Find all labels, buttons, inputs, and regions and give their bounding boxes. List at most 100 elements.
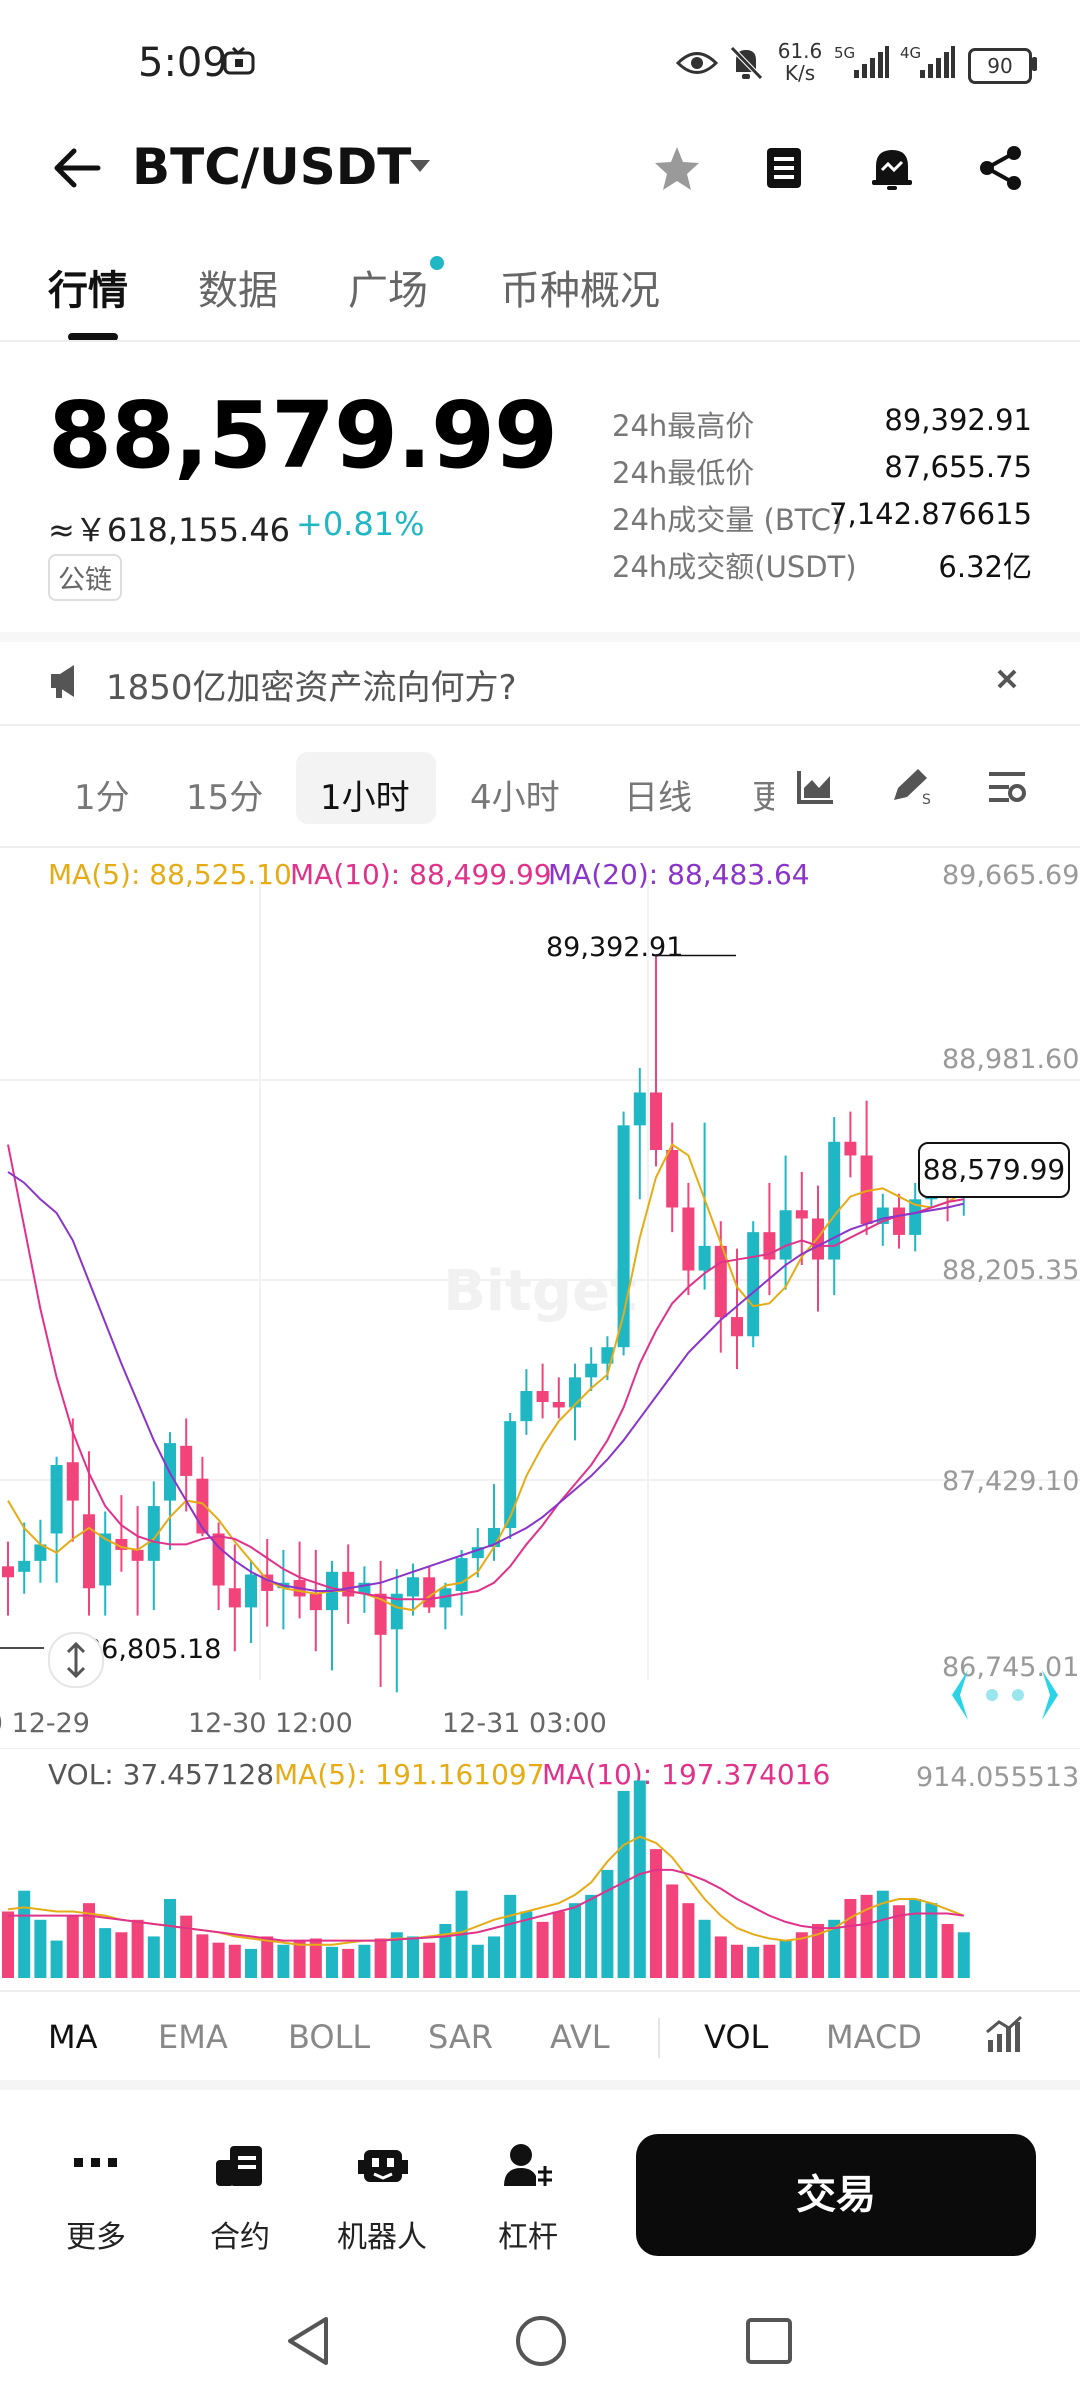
favorite-star-icon[interactable] bbox=[652, 144, 702, 192]
indicator-settings-icon[interactable] bbox=[984, 2014, 1024, 2054]
system-back-icon[interactable] bbox=[284, 2314, 332, 2368]
stat-volume-label: 24h成交量 (BTC) bbox=[612, 503, 843, 537]
draw-tool-icon[interactable]: S bbox=[890, 766, 934, 806]
candle-body bbox=[83, 1514, 95, 1589]
volume-bar bbox=[876, 1890, 889, 1978]
price-change: +0.81% bbox=[296, 505, 425, 543]
y-tick-1: 89,665.69 bbox=[942, 860, 1080, 891]
x-tick-1: 12-29 21:00 bbox=[0, 1708, 90, 1739]
category-tag[interactable]: 公链 bbox=[48, 554, 122, 601]
volume-bar bbox=[666, 1884, 679, 1978]
share-icon[interactable] bbox=[978, 144, 1024, 192]
volume-bar bbox=[180, 1915, 193, 1978]
trade-button[interactable]: 交易 bbox=[636, 2134, 1036, 2256]
close-icon[interactable] bbox=[996, 668, 1018, 690]
volume-bar bbox=[471, 1944, 484, 1978]
chevron-down-icon[interactable] bbox=[408, 158, 432, 174]
volume-divider bbox=[0, 1748, 1080, 1749]
indicator-avl[interactable]: AVL bbox=[550, 2018, 610, 2056]
signal-icon-1 bbox=[854, 46, 889, 78]
chart-type-icon[interactable] bbox=[796, 768, 836, 806]
more-dots-icon[interactable] bbox=[72, 2152, 120, 2172]
interval-more[interactable]: 更 bbox=[752, 778, 774, 818]
contract-label[interactable]: 合约 bbox=[210, 2220, 270, 2255]
candle-body bbox=[390, 1593, 403, 1630]
pair-selector[interactable]: BTC/USDT bbox=[132, 138, 412, 196]
order-book-icon[interactable] bbox=[762, 144, 806, 192]
robot-icon[interactable] bbox=[356, 2144, 410, 2188]
volume-bar bbox=[601, 1869, 614, 1978]
candle-body bbox=[212, 1533, 225, 1586]
interval-4h[interactable]: 4小时 bbox=[470, 778, 560, 818]
volume-bar bbox=[423, 1942, 436, 1978]
low-price-label: 86,805.18 bbox=[84, 1634, 222, 1665]
interval-1d[interactable]: 日线 bbox=[624, 778, 692, 818]
more-label[interactable]: 更多 bbox=[66, 2220, 126, 2255]
candle-body bbox=[617, 1125, 630, 1348]
volume-bar bbox=[131, 1919, 144, 1978]
volume-bar bbox=[228, 1944, 241, 1978]
candle-body bbox=[309, 1593, 322, 1611]
leverage-label[interactable]: 杠杆 bbox=[498, 2220, 558, 2255]
volume-bar bbox=[617, 1790, 630, 1978]
ma-line bbox=[7, 1171, 965, 1592]
indicator-macd[interactable]: MACD bbox=[826, 2018, 922, 2056]
leverage-icon[interactable] bbox=[502, 2142, 554, 2190]
tab-square[interactable]: 广场 bbox=[348, 268, 428, 314]
tab-coin-overview[interactable]: 币种概况 bbox=[500, 268, 660, 314]
candlestick-chart[interactable]: Bitget bbox=[0, 840, 1080, 1710]
back-arrow-icon[interactable] bbox=[52, 146, 102, 190]
indicator-sar[interactable]: SAR bbox=[428, 2018, 494, 2056]
system-recents-icon[interactable] bbox=[744, 2316, 794, 2366]
candle-body bbox=[520, 1391, 533, 1422]
volume-bar bbox=[99, 1928, 112, 1978]
volume-bar bbox=[763, 1944, 776, 1978]
scale-toggle-icon[interactable] bbox=[48, 1632, 104, 1688]
price-alert-icon[interactable] bbox=[868, 144, 916, 192]
robot-label[interactable]: 机器人 bbox=[337, 2220, 427, 2255]
volume-bar bbox=[439, 1923, 452, 1978]
volume-bar bbox=[164, 1899, 176, 1978]
y-tick-4: 87,429.10 bbox=[942, 1466, 1080, 1497]
volume-bar bbox=[909, 1899, 922, 1978]
interval-15m[interactable]: 15分 bbox=[186, 778, 264, 818]
volume-bar bbox=[504, 1894, 517, 1978]
news-divider-bottom bbox=[0, 724, 1080, 726]
signal-icon-2 bbox=[920, 46, 955, 78]
volume-bar bbox=[747, 1946, 760, 1978]
fullscreen-gems-icon[interactable] bbox=[946, 1662, 1064, 1728]
news-banner[interactable]: 1850亿加密资产流向何方? bbox=[106, 668, 517, 708]
contract-icon[interactable] bbox=[214, 2144, 264, 2188]
volume-bar bbox=[309, 1938, 322, 1978]
status-time: 5:09 bbox=[138, 40, 228, 86]
volume-chart[interactable] bbox=[0, 1780, 1080, 1980]
volume-ma-line bbox=[8, 1868, 964, 1942]
candle-body bbox=[423, 1577, 436, 1608]
volume-bar bbox=[828, 1919, 841, 1978]
vol-ma10-legend: MA(10): 197.374016 bbox=[542, 1758, 831, 1791]
indicator-ema[interactable]: EMA bbox=[158, 2018, 228, 2056]
candle-body bbox=[682, 1207, 695, 1271]
volume-bar bbox=[488, 1936, 500, 1978]
indicator-ma[interactable]: MA bbox=[48, 2018, 98, 2056]
volume-bar bbox=[698, 1919, 711, 1978]
interval-1m[interactable]: 1分 bbox=[74, 778, 130, 818]
battery-level: 90 bbox=[987, 54, 1013, 78]
volume-bar bbox=[536, 1921, 549, 1978]
eye-icon bbox=[676, 52, 718, 74]
chart-settings-icon[interactable] bbox=[986, 768, 1028, 806]
indicator-divider-top bbox=[0, 1990, 1080, 1992]
volume-bar bbox=[552, 1911, 565, 1978]
volume-bar bbox=[147, 1936, 160, 1978]
tab-market[interactable]: 行情 bbox=[48, 268, 128, 314]
indicator-vol[interactable]: VOL bbox=[704, 2018, 769, 2056]
indicator-boll[interactable]: BOLL bbox=[288, 2018, 371, 2056]
volume-bar bbox=[66, 1915, 79, 1978]
volume-bar bbox=[682, 1903, 695, 1978]
stat-low-label: 24h最低价 bbox=[612, 456, 755, 490]
system-home-icon[interactable] bbox=[514, 2314, 568, 2368]
candle-body bbox=[50, 1464, 63, 1534]
volume-bar bbox=[714, 1936, 727, 1978]
interval-1h[interactable]: 1小时 bbox=[320, 778, 410, 818]
tab-data[interactable]: 数据 bbox=[198, 268, 278, 314]
